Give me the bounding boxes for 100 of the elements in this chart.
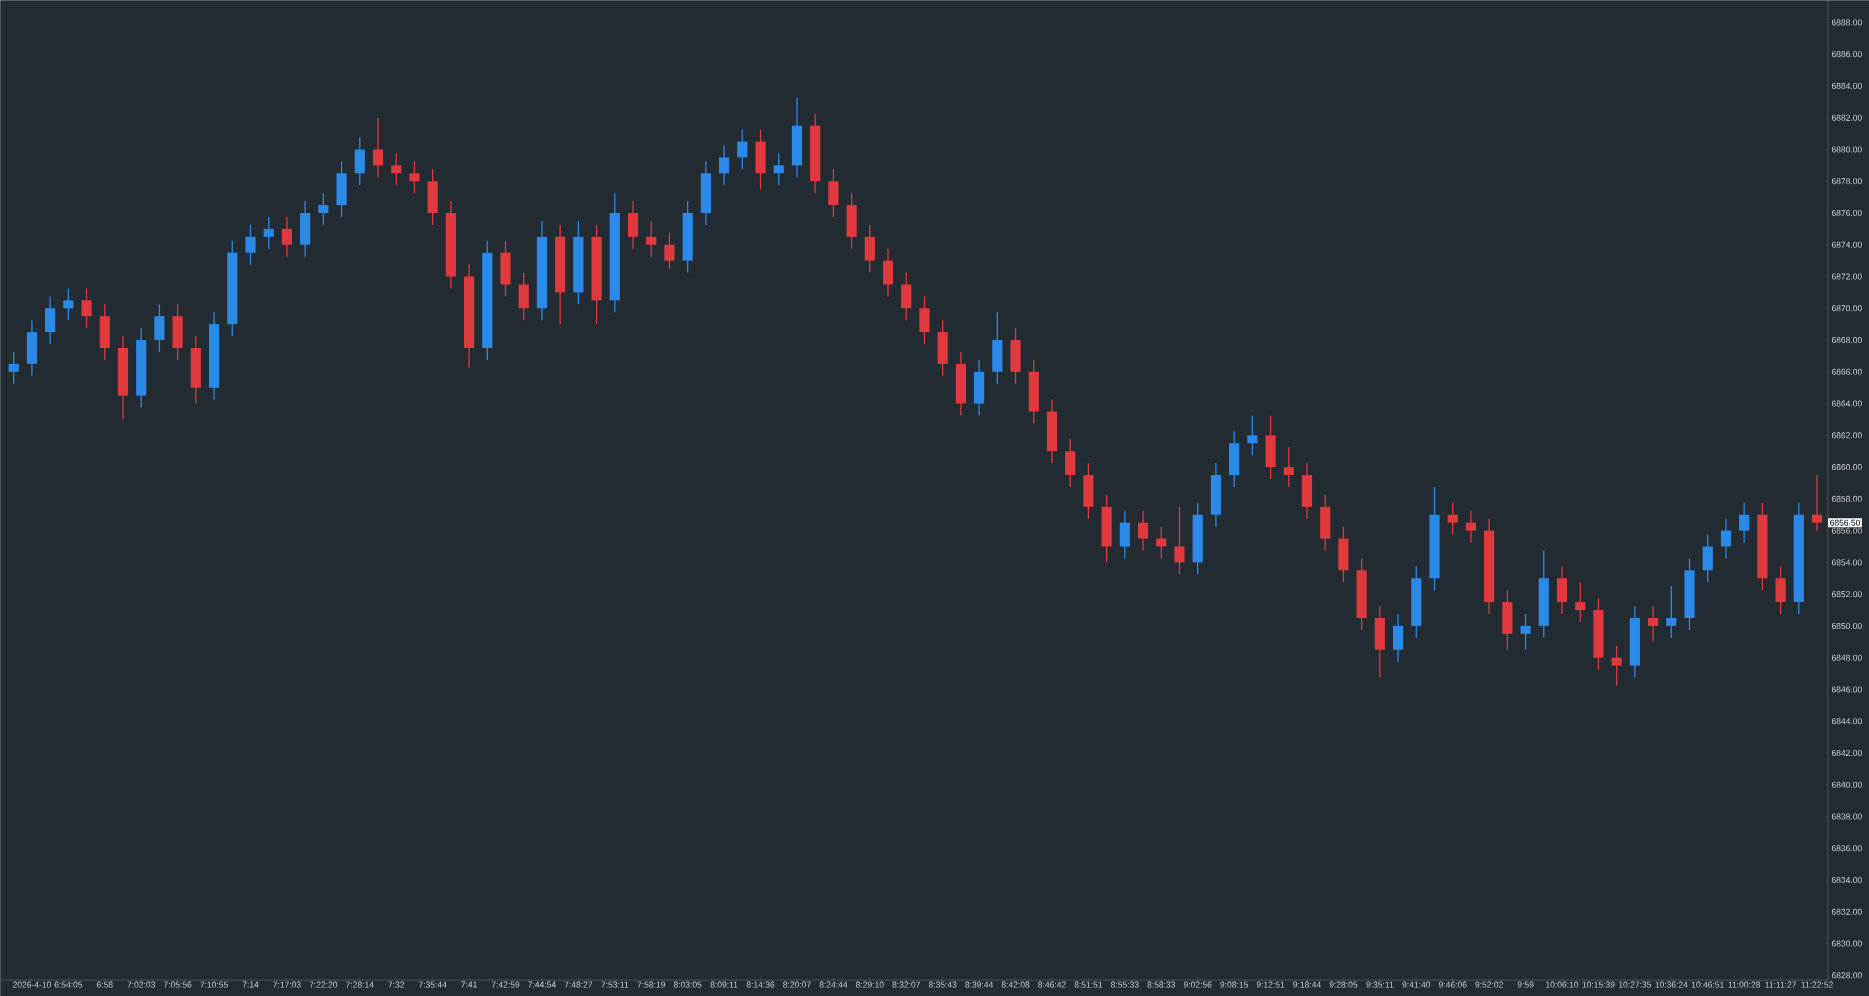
y-tick-label: 6828.00: [1831, 972, 1862, 979]
x-tick-label: 9:59: [1517, 981, 1534, 988]
x-tick-label: 8:24:44: [819, 981, 848, 988]
candlestick: [1065, 438, 1076, 488]
x-tick-label: 7:42:59: [491, 981, 520, 988]
y-tick-label: 6838.00: [1831, 813, 1862, 820]
candlestick: [281, 216, 293, 258]
y-tick-label: 6846.00: [1831, 686, 1862, 693]
x-tick-label: 8:39:44: [965, 981, 994, 988]
candlestick: [154, 303, 165, 353]
x-tick-label: 9:08:15: [1220, 981, 1248, 988]
candlestick: [773, 152, 784, 186]
x-tick-label: 8:42:08: [1001, 981, 1030, 988]
candlestick: [1174, 506, 1185, 575]
x-tick-label: 7:44:54: [528, 981, 556, 988]
candlestick: [1156, 525, 1167, 560]
x-tick-label: 9:12:51: [1256, 981, 1285, 988]
x-tick-label: 10:15:39: [1582, 981, 1615, 988]
candlestick: [1702, 533, 1713, 583]
candlestick: [1775, 565, 1786, 615]
y-tick-label: 6834.00: [1831, 876, 1862, 883]
y-tick-label: 6842.00: [1831, 749, 1862, 756]
y-tick-label: 6840.00: [1831, 781, 1862, 788]
candlestick: [1811, 474, 1823, 532]
candlestick: [391, 152, 402, 186]
candlestick: [245, 224, 256, 266]
x-tick-label: 7:48:27: [564, 981, 593, 988]
candlestick: [919, 295, 930, 345]
x-tick-label: 8:46:42: [1038, 981, 1066, 988]
y-tick-label: 6884.00: [1831, 82, 1862, 89]
x-tick-label: 2026-4-10: [12, 981, 51, 988]
x-tick-label: 8:03:05: [673, 981, 702, 988]
x-tick-label: 8:14:36: [746, 981, 775, 988]
x-tick-label: 10:36:24: [1655, 981, 1688, 988]
y-tick-label: 6888.00: [1831, 19, 1862, 26]
y-tick-label: 6854.00: [1831, 559, 1862, 566]
x-tick-label: 9:28:05: [1329, 981, 1358, 988]
x-tick-label: 7:41: [461, 981, 477, 988]
y-tick-label: 6862.00: [1831, 432, 1862, 439]
x-tick-label: 7:35:44: [418, 981, 447, 988]
candlestick: [646, 220, 657, 258]
x-tick-label: 6:54:05: [54, 981, 83, 988]
candlestick: [737, 128, 748, 170]
candlestick: [1465, 510, 1477, 544]
y-tick-label: 6848.00: [1831, 654, 1862, 661]
y-tick-label: 6866.00: [1831, 368, 1862, 375]
candlestick: [1447, 502, 1458, 536]
candlestick: [1720, 518, 1732, 560]
x-tick-label: 11:00:28: [1728, 981, 1761, 988]
x-tick-label: 7:28:14: [346, 981, 374, 988]
x-tick-label: 8:29:10: [856, 981, 884, 988]
x-tick-label: 8:32:07: [892, 981, 920, 988]
y-tick-label: 6882.00: [1831, 114, 1862, 121]
candlestick: [1739, 502, 1750, 544]
x-tick-label: 9:02:56: [1183, 981, 1212, 988]
x-tick-label: 8:58:33: [1147, 981, 1176, 988]
y-tick-label: 6860.00: [1831, 464, 1862, 471]
candlestick: [1647, 605, 1659, 643]
x-tick-label: 7:53:11: [601, 981, 629, 988]
candlestick: [1247, 414, 1258, 456]
x-tick-label: 11:11:27: [1765, 981, 1797, 988]
x-tick-label: 9:35:11: [1366, 981, 1394, 988]
y-tick-label: 6844.00: [1831, 718, 1862, 725]
candlestick: [354, 136, 365, 186]
x-tick-label: 9:41:40: [1402, 981, 1431, 988]
y-tick-label: 6864.00: [1831, 400, 1862, 407]
y-tick-label: 6886.00: [1831, 51, 1862, 58]
text: 6856.50: [1830, 519, 1861, 526]
candlestick: [409, 160, 420, 194]
y-tick-label: 6832.00: [1831, 908, 1862, 915]
x-tick-label: 7:22:20: [309, 981, 338, 988]
y-tick-label: 6836.00: [1831, 845, 1862, 852]
candlestick: [372, 117, 384, 178]
y-tick-label: 6858.00: [1831, 495, 1862, 502]
y-tick-label: 6880.00: [1831, 146, 1862, 153]
candlestick: [8, 351, 19, 385]
candlestick: [664, 232, 675, 270]
x-tick-label: 8:55:33: [1111, 981, 1139, 988]
x-tick-label: 8:51:51: [1074, 981, 1103, 988]
x-tick-label: 8:09:11: [710, 981, 738, 988]
y-tick-label: 6868.00: [1831, 337, 1862, 344]
candlestick: [1119, 510, 1130, 560]
x-tick-label: 7:10:55: [200, 981, 228, 988]
x-tick-label: 8:20:07: [783, 981, 811, 988]
x-tick-label: 7:17:03: [273, 981, 301, 988]
y-tick-label: 6876.00: [1831, 209, 1862, 216]
candlestick: [45, 295, 56, 345]
candlestick: [1392, 613, 1404, 663]
candlestick: [1575, 581, 1586, 623]
candlestick: [263, 216, 274, 250]
candlestick: [718, 144, 730, 186]
x-tick-label: 9:52:02: [1475, 981, 1503, 988]
x-tick-label: 10:06:10: [1546, 981, 1579, 988]
x-tick-label: 9:46:06: [1438, 981, 1467, 988]
y-tick-label: 6878.00: [1831, 178, 1862, 185]
candlestick: [1520, 613, 1531, 651]
x-tick-label: 7:58:19: [637, 981, 666, 988]
x-tick-label: 8:35:43: [928, 981, 957, 988]
x-tick-label: 7:05:56: [163, 981, 192, 988]
candlestick: [1666, 585, 1677, 639]
